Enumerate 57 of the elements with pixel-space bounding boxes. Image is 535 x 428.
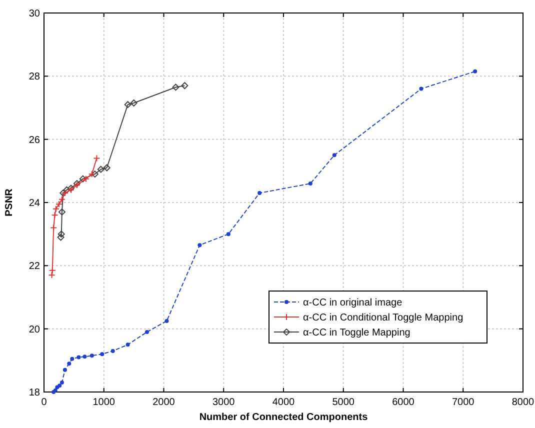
point [226, 232, 230, 236]
point [144, 330, 149, 334]
point [258, 191, 262, 196]
point [198, 243, 202, 248]
point [90, 354, 94, 358]
point [181, 82, 188, 90]
x-tick-label: 5000 [332, 397, 355, 408]
x-tick-label: 1000 [92, 397, 116, 408]
point [97, 166, 104, 173]
y-tick-label: 30 [28, 8, 40, 20]
x-tick-label: 6000 [392, 397, 415, 408]
x-tick-label: 0 [41, 397, 48, 408]
point [473, 69, 478, 74]
point [51, 212, 58, 219]
point [58, 384, 62, 388]
y-tick-label: 18 [28, 388, 40, 398]
point [126, 342, 130, 347]
point [88, 170, 96, 178]
point [164, 318, 169, 323]
point [124, 101, 132, 108]
legend-label: α-CC in Toggle Mapping [303, 328, 410, 339]
point [76, 355, 81, 360]
y-tick-label: 26 [28, 134, 40, 146]
legend-label: α-CC in Conditional Toggle Mapping [303, 312, 464, 324]
point [308, 182, 312, 186]
point [419, 86, 424, 91]
y-tick-label: 28 [28, 72, 40, 83]
point [82, 354, 87, 359]
point [58, 196, 66, 203]
point [110, 348, 115, 353]
point [130, 100, 138, 107]
x-axis-title: Number of Connected Components [199, 412, 368, 423]
point [103, 164, 110, 172]
x-tick-label: 3000 [212, 397, 236, 408]
x-tick-label: 4000 [272, 397, 296, 408]
point [57, 234, 64, 241]
y-tick-label: 22 [28, 261, 40, 272]
x-tick-label: 8000 [512, 397, 535, 408]
point [58, 208, 66, 216]
y-tick-label: 20 [28, 324, 40, 336]
point [62, 368, 67, 372]
point [52, 205, 60, 212]
point [55, 200, 62, 208]
point [82, 175, 90, 182]
point [70, 356, 74, 361]
point [50, 224, 58, 232]
point [332, 153, 336, 158]
point [67, 362, 72, 366]
y-axis-title: PSNR [4, 188, 15, 216]
legend-label: α-CC in original image [303, 298, 403, 309]
y-tick-label: 24 [28, 198, 40, 209]
point [58, 230, 65, 238]
point [60, 380, 64, 385]
x-tick-label: 2000 [152, 397, 176, 408]
x-tick-label: 7000 [452, 397, 475, 408]
point [79, 175, 86, 182]
point [172, 84, 180, 91]
